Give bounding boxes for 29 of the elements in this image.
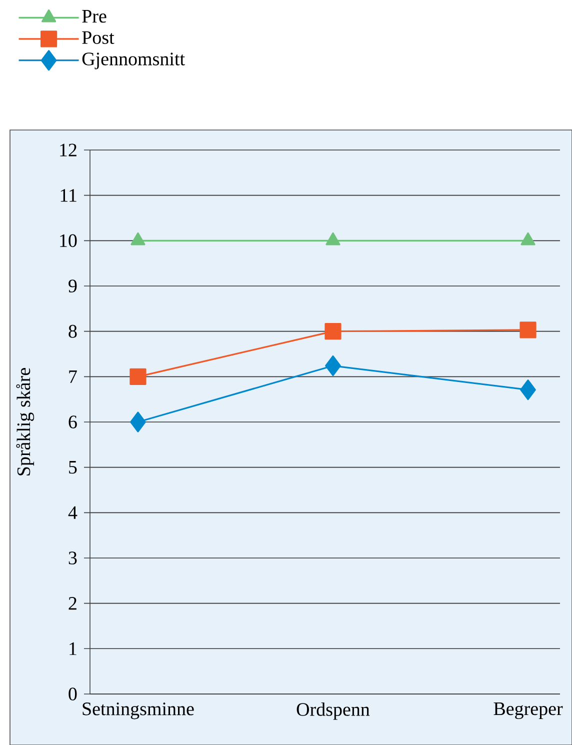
y-tick-label: 1 [70, 642, 76, 655]
y-tick-label: 0 [68, 688, 77, 700]
y-tick-label: 9 [68, 280, 77, 292]
y-tick-label: 12 [60, 144, 76, 156]
point [325, 355, 341, 376]
y-tick-label: 8 [68, 324, 77, 338]
point [326, 232, 340, 246]
y-axis-title: Språklig skåre [16, 368, 34, 476]
point [130, 232, 146, 246]
y-tick-label: 4 [68, 506, 78, 519]
point [130, 412, 146, 432]
legend-label: Post [82, 31, 114, 44]
x-tick-label: Begreper [494, 702, 563, 720]
point [520, 380, 536, 400]
point [324, 323, 342, 340]
x-tick-label: Ordspenn [296, 702, 370, 720]
legend-label: Pre [82, 10, 106, 23]
y-tick-label: 10 [60, 234, 77, 248]
point [520, 232, 536, 246]
x-tick-label: Setningsminne [82, 702, 194, 720]
y-tick-label: 2 [68, 597, 76, 610]
point [520, 322, 536, 338]
y-tick-label: 11 [60, 189, 76, 202]
point [130, 368, 146, 385]
y-tick-label: 7 [69, 370, 77, 383]
legend-label: Gjennomsnitt [82, 52, 185, 70]
y-tick-label: 3 [68, 552, 77, 564]
y-tick-label: 6 [68, 416, 77, 428]
y-tick-label: 5 [69, 461, 77, 474]
